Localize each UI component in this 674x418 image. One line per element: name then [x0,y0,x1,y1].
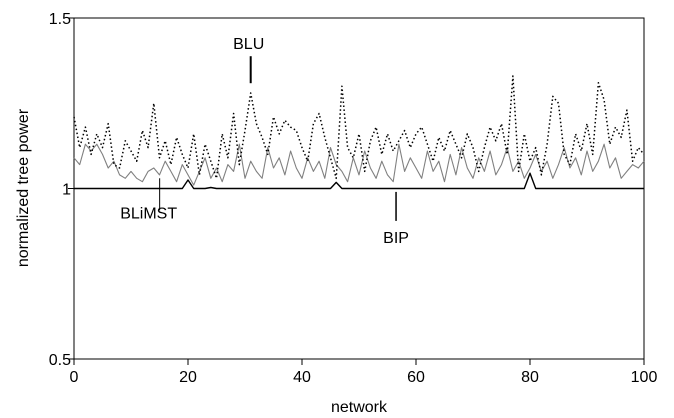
y-ticks: 0.5 1 1.5 [49,11,74,369]
series-line-bip [74,172,644,190]
y-tick-label: 0.5 [49,352,71,369]
x-tick-label: 0 [70,369,79,386]
annotations: BLU BLiMST BIP [120,36,409,247]
x-tick-label: 100 [631,369,658,386]
annotation-label-blu: BLU [233,36,264,53]
series-line-blu [73,75,645,180]
series-line-blimst [73,143,645,186]
x-tick-label: 80 [521,369,539,386]
annotation-label-bip: BIP [383,230,409,247]
series-layer [73,75,645,190]
y-axis-label: normalized tree power [15,108,32,267]
y-tick-label: 1.5 [49,11,71,28]
y-tick-label: 1 [62,182,71,199]
x-tick-label: 40 [293,369,311,386]
x-axis-label: network [331,399,388,416]
x-tick-label: 20 [179,369,197,386]
annotation-label-blimst: BLiMST [120,205,177,222]
x-ticks: 0 20 40 60 80 100 [70,359,658,386]
x-tick-label: 60 [407,369,425,386]
